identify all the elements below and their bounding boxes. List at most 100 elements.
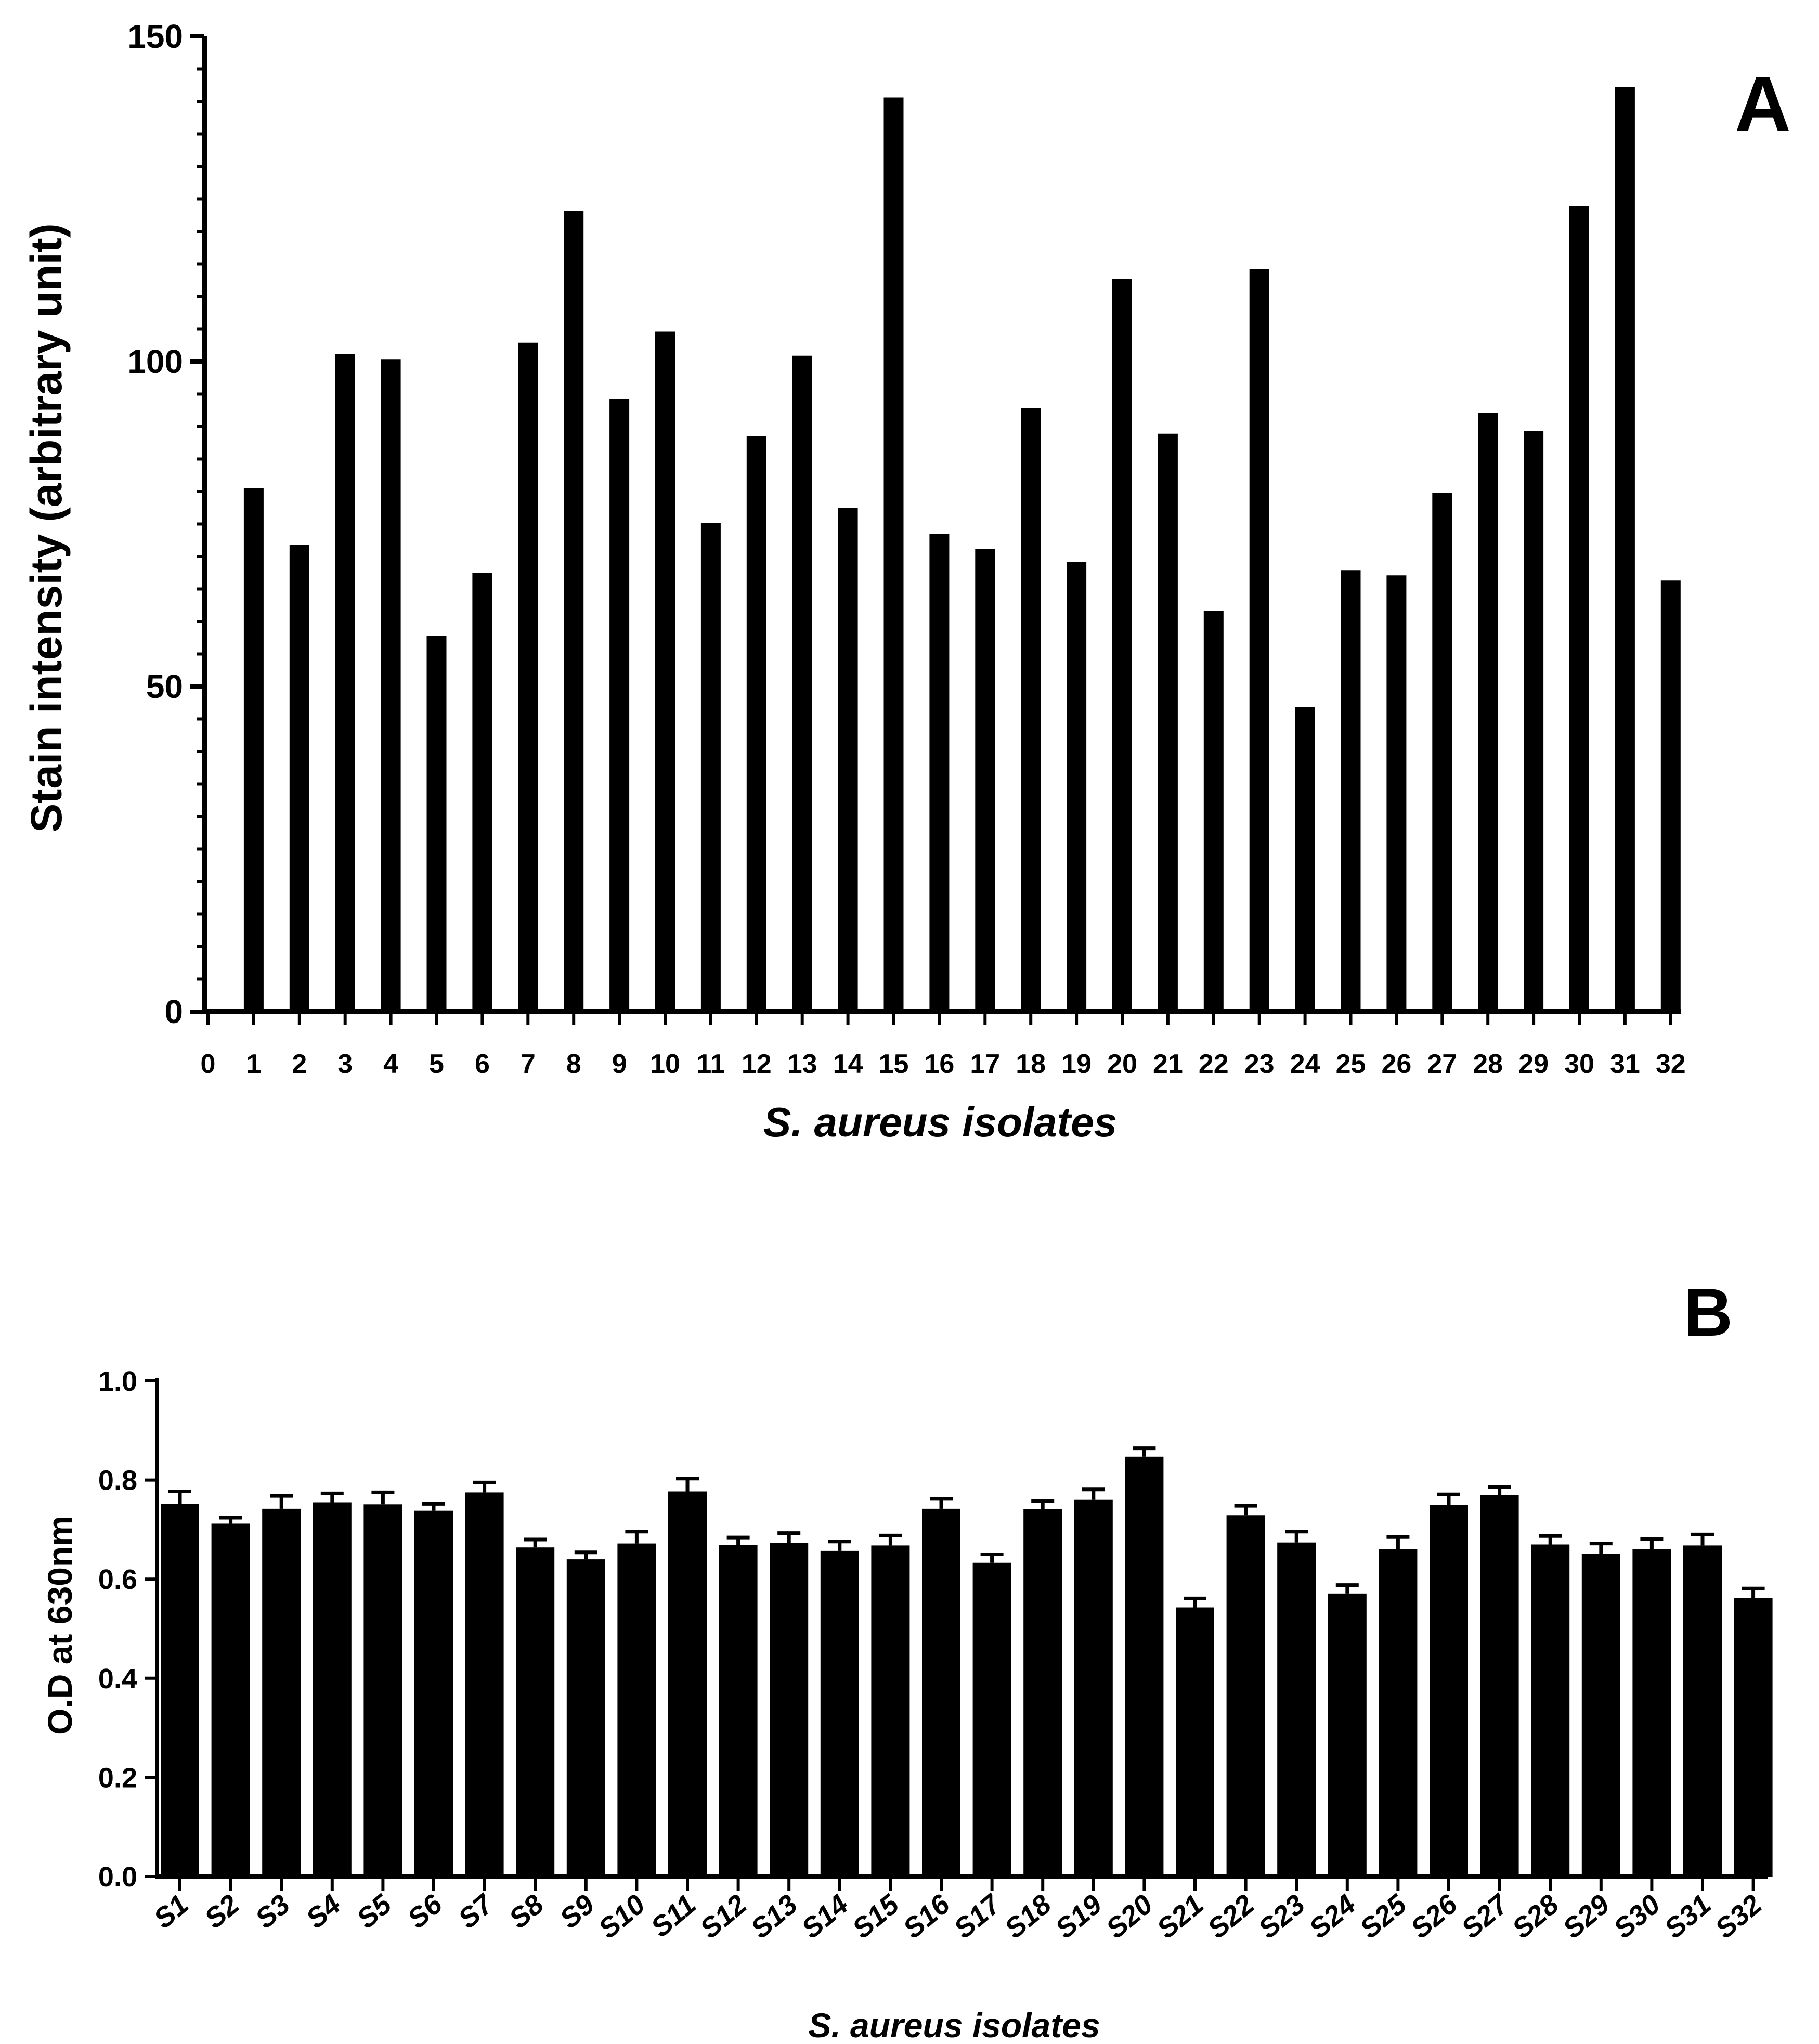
x-tick-label-a-13: 13 [787,1049,817,1079]
bar-a-2 [289,545,309,1012]
bar-a-26 [1386,575,1407,1012]
x-tick-label-a-22: 22 [1199,1049,1229,1079]
y-tick-label-a-0: 0 [164,993,183,1030]
x-tick-label-b-S22: S22 [1202,1888,1260,1945]
x-tick-label-a-1: 1 [246,1049,261,1079]
x-tick-label-b-S7: S7 [452,1887,500,1934]
y-axis-label-a: Stain intensity (arbitrary unit) [22,223,71,833]
x-tick-label-a-21: 21 [1153,1049,1183,1079]
bar-a-10 [655,331,675,1012]
x-tick-label-b-S11: S11 [645,1888,702,1943]
x-tick-label-b-S1: S1 [148,1888,194,1934]
x-tick-label-b-S17: S17 [948,1887,1007,1945]
bar-b-S9 [566,1559,605,1877]
x-tick-label-b-S29: S29 [1557,1888,1615,1945]
bar-a-5 [426,636,447,1012]
bar-a-23 [1249,269,1269,1012]
bar-b-S5 [363,1504,402,1877]
bar-b-S3 [262,1508,301,1877]
x-tick-label-a-19: 19 [1061,1049,1092,1079]
y-tick-label-a-100: 100 [127,343,183,380]
x-tick-label-a-12: 12 [742,1049,772,1079]
bar-a-7 [518,342,538,1012]
bar-b-S15 [871,1545,910,1877]
x-tick-label-a-32: 32 [1656,1049,1686,1079]
bar-a-16 [929,534,950,1012]
x-tick-label-b-S30: S30 [1608,1888,1666,1945]
bar-a-21 [1158,433,1178,1012]
x-tick-label-a-10: 10 [650,1049,680,1079]
bar-a-15 [883,97,904,1012]
x-axis-label-b: S. aureus isolates [808,2006,1100,2044]
x-tick-label-a-3: 3 [337,1049,353,1079]
bar-b-S19 [1074,1499,1113,1877]
bar-b-S18 [1023,1509,1062,1877]
bar-b-S24 [1328,1593,1367,1877]
x-tick-label-a-4: 4 [383,1049,398,1079]
bar-b-S1 [161,1504,199,1877]
bar-b-S12 [719,1545,758,1877]
x-tick-label-b-S3: S3 [250,1888,296,1934]
bar-a-30 [1569,206,1589,1012]
bar-b-S13 [770,1543,809,1877]
bar-b-S27 [1480,1495,1519,1877]
x-tick-label-a-2: 2 [292,1049,307,1079]
panel-label-a: A [1735,60,1791,148]
x-tick-label-a-31: 31 [1610,1049,1640,1079]
bar-a-13 [792,355,812,1012]
x-tick-label-b-S20: S20 [1100,1888,1159,1945]
x-tick-label-b-S8: S8 [503,1888,550,1934]
bar-a-6 [472,573,492,1012]
bar-b-S25 [1379,1549,1418,1877]
bar-a-28 [1478,413,1498,1012]
x-tick-label-a-16: 16 [924,1049,954,1079]
bar-a-32 [1660,580,1681,1012]
x-tick-label-b-S6: S6 [402,1888,449,1935]
bar-a-4 [381,359,401,1012]
y-tick-label-b-0.4: 0.4 [98,1663,137,1694]
bar-a-18 [1021,408,1041,1012]
bar-a-9 [609,399,630,1012]
bar-b-S10 [617,1543,656,1877]
bar-a-29 [1524,431,1544,1012]
bar-a-17 [975,549,995,1012]
panel-label-b: B [1684,1274,1733,1350]
x-tick-label-a-25: 25 [1336,1049,1366,1079]
y-tick-label-b-0.0: 0.0 [98,1861,137,1893]
bar-b-S29 [1581,1554,1620,1877]
bar-a-14 [838,508,858,1012]
bar-a-11 [700,523,721,1012]
bar-b-S26 [1430,1505,1468,1877]
x-tick-label-b-S32: S32 [1709,1888,1768,1945]
x-tick-label-a-11: 11 [696,1049,725,1079]
bars-panel-a [243,87,1681,1012]
y-tick-label-a-50: 50 [146,668,183,705]
x-tick-label-a-28: 28 [1473,1049,1503,1079]
bar-b-S2 [211,1523,250,1877]
x-tick-label-a-8: 8 [566,1049,581,1079]
x-tick-label-b-S9: S9 [554,1888,600,1934]
x-axis-label-a: S. aureus isolates [763,1099,1117,1145]
bar-b-S4 [313,1502,352,1877]
x-tick-label-b-S14: S14 [796,1888,854,1945]
bar-a-24 [1295,707,1315,1012]
bar-a-25 [1341,570,1361,1012]
x-tick-label-b-S24: S24 [1303,1888,1361,1945]
x-tick-label-a-23: 23 [1244,1049,1275,1079]
bar-b-S32 [1734,1598,1773,1877]
x-tick-label-b-S16: S16 [898,1888,956,1945]
x-tick-label-a-9: 9 [612,1049,627,1079]
bar-b-S22 [1226,1515,1265,1877]
bar-a-19 [1067,562,1087,1012]
y-tick-label-a-150: 150 [127,18,183,55]
bar-b-S8 [516,1547,555,1877]
bar-a-27 [1432,493,1452,1012]
x-tick-label-b-S5: S5 [351,1888,398,1935]
x-tick-label-b-S26: S26 [1405,1888,1464,1945]
x-tick-label-b-S21: S21 [1151,1888,1210,1945]
bar-b-S20 [1125,1456,1164,1877]
bar-a-31 [1615,87,1635,1012]
y-tick-label-b-0.2: 0.2 [98,1762,137,1793]
